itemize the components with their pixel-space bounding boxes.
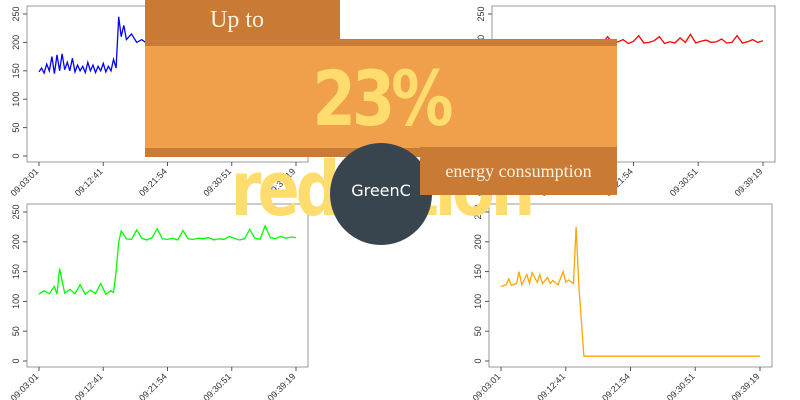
greenc-badge: GreenC	[330, 143, 432, 245]
x-tick-label: 09:30:51	[201, 371, 233, 400]
x-tick-label: 09:21:54	[137, 166, 169, 198]
banner-top	[145, 0, 340, 43]
y-tick-label: 0	[473, 358, 483, 363]
y-tick-label: 50	[473, 326, 483, 336]
series-line	[597, 33, 764, 45]
x-tick-label: 09:03:01	[471, 371, 503, 400]
y-tick-label: 0	[11, 153, 21, 158]
y-tick-label: 150	[11, 264, 21, 279]
y-tick-label: 100	[473, 294, 483, 309]
x-tick-label: 09:39:19	[730, 371, 762, 400]
y-tick-label: 250	[11, 204, 21, 219]
chart-green: 0 50 100 150 200 250 09:03:01 09:12:41 09:21:54 0…	[0, 198, 318, 400]
x-tick-label: 09:21:54	[600, 371, 632, 400]
x-tick-label: 09:03:01	[9, 166, 41, 198]
y-tick-label: 100	[11, 92, 21, 107]
x-tick-label: 09:39:19	[266, 371, 298, 400]
subtitle-banner: energy consumption	[420, 147, 617, 195]
y-tick-label: 200	[473, 234, 483, 249]
chart-orange: 0 50 100 150 200 250 09:03:01 09:12:41 09:21:54 0…	[462, 198, 782, 400]
greenc-label: GreenC	[351, 181, 411, 200]
y-tick-label: 150	[11, 63, 21, 78]
x-tick-label: 09:30:51	[665, 371, 697, 400]
series-line	[500, 226, 760, 357]
subtitle-text: energy consumption	[445, 161, 592, 181]
y-tick-label: 50	[11, 326, 21, 336]
chart-blue: 0 50 100 150 200 250 09:03:01 09:12:41 09:21:54 0…	[0, 0, 318, 198]
y-tick-label: 250	[476, 6, 486, 21]
y-tick-label: 200	[11, 234, 21, 249]
banner-top-text: Up to	[210, 7, 264, 33]
x-tick-label: 09:39:19	[733, 166, 765, 198]
y-tick-label: 50	[11, 123, 21, 133]
series-line	[38, 16, 148, 75]
y-tick-label: 150	[473, 264, 483, 279]
y-tick-label: 100	[11, 294, 21, 309]
series-line	[38, 223, 297, 296]
x-tick-label: 09:12:41	[73, 371, 105, 400]
y-tick-label: 250	[11, 6, 21, 21]
y-tick-label: 0	[11, 358, 21, 363]
x-tick-label: 09:30:51	[668, 166, 700, 198]
x-tick-label: 09:12:41	[73, 166, 105, 198]
y-tick-label: 200	[11, 35, 21, 50]
x-tick-label: 09:21:54	[137, 371, 169, 400]
x-tick-label: 09:12:41	[535, 371, 567, 400]
x-tick-label: 09:03:01	[9, 371, 41, 400]
y-tick-label: 250	[473, 204, 483, 219]
headline-banner: 23% reduction	[145, 39, 617, 233]
